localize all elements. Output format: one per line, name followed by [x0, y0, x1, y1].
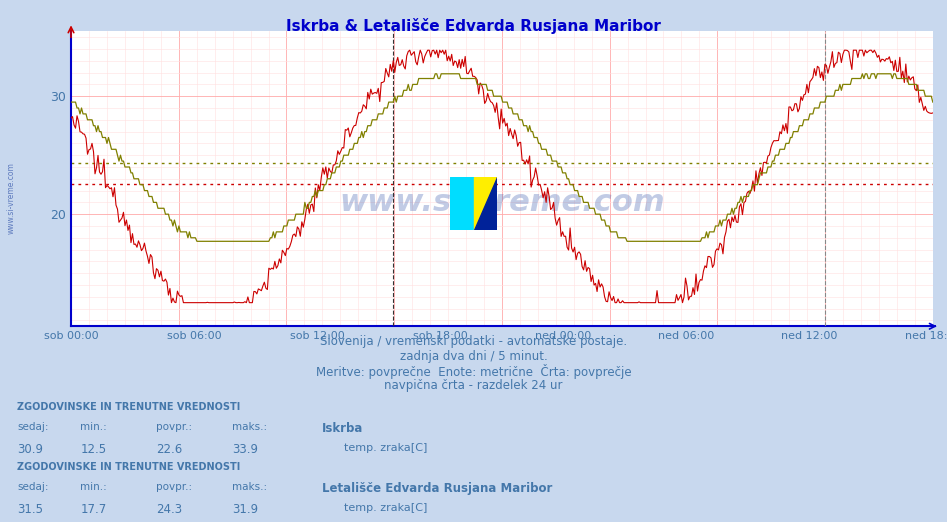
Text: 31.5: 31.5	[17, 503, 43, 516]
Text: 24.3: 24.3	[156, 503, 183, 516]
Text: ZGODOVINSKE IN TRENUTNE VREDNOSTI: ZGODOVINSKE IN TRENUTNE VREDNOSTI	[17, 402, 241, 412]
Text: sedaj:: sedaj:	[17, 482, 48, 492]
Text: min.:: min.:	[80, 482, 107, 492]
Text: temp. zraka[C]: temp. zraka[C]	[344, 503, 427, 513]
Polygon shape	[474, 177, 497, 230]
Text: zadnja dva dni / 5 minut.: zadnja dva dni / 5 minut.	[400, 350, 547, 363]
Text: 12.5: 12.5	[80, 443, 107, 456]
Text: ZGODOVINSKE IN TRENUTNE VREDNOSTI: ZGODOVINSKE IN TRENUTNE VREDNOSTI	[17, 462, 241, 472]
Text: Slovenija / vremenski podatki - avtomatske postaje.: Slovenija / vremenski podatki - avtomats…	[320, 335, 627, 348]
Text: maks.:: maks.:	[232, 422, 267, 432]
Text: www.si-vreme.com: www.si-vreme.com	[7, 162, 16, 234]
Text: 33.9: 33.9	[232, 443, 258, 456]
Text: Meritve: povprečne  Enote: metrične  Črta: povprečje: Meritve: povprečne Enote: metrične Črta:…	[315, 364, 632, 379]
Text: temp. zraka[C]: temp. zraka[C]	[344, 443, 427, 453]
Text: Letališče Edvarda Rusjana Maribor: Letališče Edvarda Rusjana Maribor	[322, 482, 552, 495]
Text: povpr.:: povpr.:	[156, 482, 192, 492]
Text: sedaj:: sedaj:	[17, 422, 48, 432]
Text: www.si-vreme.com: www.si-vreme.com	[339, 188, 665, 217]
Text: min.:: min.:	[80, 422, 107, 432]
Bar	[474, 177, 497, 230]
Text: 31.9: 31.9	[232, 503, 259, 516]
Text: povpr.:: povpr.:	[156, 422, 192, 432]
Text: 30.9: 30.9	[17, 443, 43, 456]
Text: navpična črta - razdelek 24 ur: navpična črta - razdelek 24 ur	[384, 379, 563, 392]
Text: Iskrba & Letališče Edvarda Rusjana Maribor: Iskrba & Letališče Edvarda Rusjana Marib…	[286, 18, 661, 34]
Bar	[450, 177, 474, 230]
Text: maks.:: maks.:	[232, 482, 267, 492]
Text: Iskrba: Iskrba	[322, 422, 364, 435]
Text: 22.6: 22.6	[156, 443, 183, 456]
Text: 17.7: 17.7	[80, 503, 107, 516]
